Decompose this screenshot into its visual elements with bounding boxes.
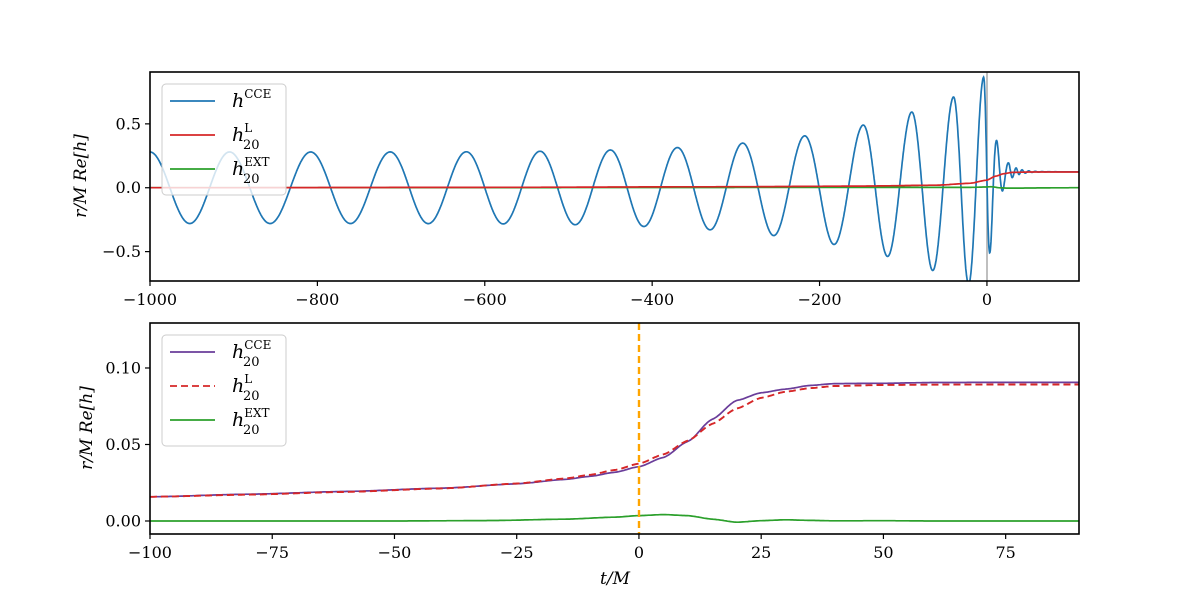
top-y-axis-label: r/M Re[h]	[71, 134, 91, 218]
y-tick-label: 0.5	[116, 114, 141, 133]
legend-box	[161, 83, 287, 196]
bottom-panel: −100 −75 −50 −25 0 25 50 75 0.10 0.05 0.00 r/M Re…	[77, 322, 1080, 589]
x-tick-label: −800	[295, 290, 339, 309]
legend-label: hL 20	[232, 372, 260, 404]
y-tick-label: −0.5	[102, 242, 141, 261]
top-axes-frame	[149, 71, 1080, 282]
bottom-plot-area	[150, 323, 1079, 534]
x-tick-label: 0	[982, 290, 992, 309]
top-x-axis: −1000 −800 −600 −400 −200 0	[123, 281, 992, 309]
bottom-axes-frame	[149, 322, 1080, 535]
top-y-axis: 0.5 0.0 −0.5	[102, 114, 150, 261]
top-plot-area	[150, 72, 1079, 281]
x-tick-label: 0	[634, 543, 644, 562]
legend-label: hEXT 20	[232, 406, 270, 438]
series-h20-l-line	[150, 171, 1079, 189]
x-tick-label: −1000	[123, 290, 177, 309]
series-h20-ext-line	[150, 513, 1079, 524]
legend-label: hCCE 20	[232, 338, 271, 370]
x-tick-label: −600	[463, 290, 507, 309]
y-tick-label: 0.05	[105, 435, 141, 454]
x-tick-label: −200	[798, 290, 842, 309]
x-tick-label: −50	[378, 543, 412, 562]
x-tick-label: 25	[751, 543, 771, 562]
y-tick-label: 0.10	[105, 358, 141, 377]
legend-box	[161, 334, 287, 447]
bottom-y-axis-label: r/M Re[h]	[77, 386, 97, 470]
bottom-x-axis: −100 −75 −50 −25 0 25 50 75	[128, 534, 1016, 562]
y-tick-label: 0.00	[105, 511, 141, 530]
x-tick-label: −25	[500, 543, 534, 562]
legend-label: hL 20	[232, 121, 260, 153]
bottom-x-axis-label: t/M	[600, 569, 631, 589]
bottom-y-axis: 0.10 0.05 0.00	[105, 358, 150, 530]
top-panel: −1000 −800 −600 −400 −200 0 0.5 0.0 −0.5 r/M Re…	[71, 71, 1080, 309]
y-tick-label: 0.0	[116, 178, 141, 197]
x-tick-label: −75	[255, 543, 289, 562]
legend-label: hEXT 20	[232, 155, 270, 187]
series-h-cce-line	[150, 75, 1079, 281]
legend-label: hCCE	[232, 87, 271, 112]
x-tick-label: −400	[630, 290, 674, 309]
series-h20-l-dashed-line	[150, 383, 1079, 498]
x-tick-label: −100	[128, 543, 172, 562]
x-tick-label: 50	[873, 543, 893, 562]
x-tick-label: 75	[995, 543, 1015, 562]
